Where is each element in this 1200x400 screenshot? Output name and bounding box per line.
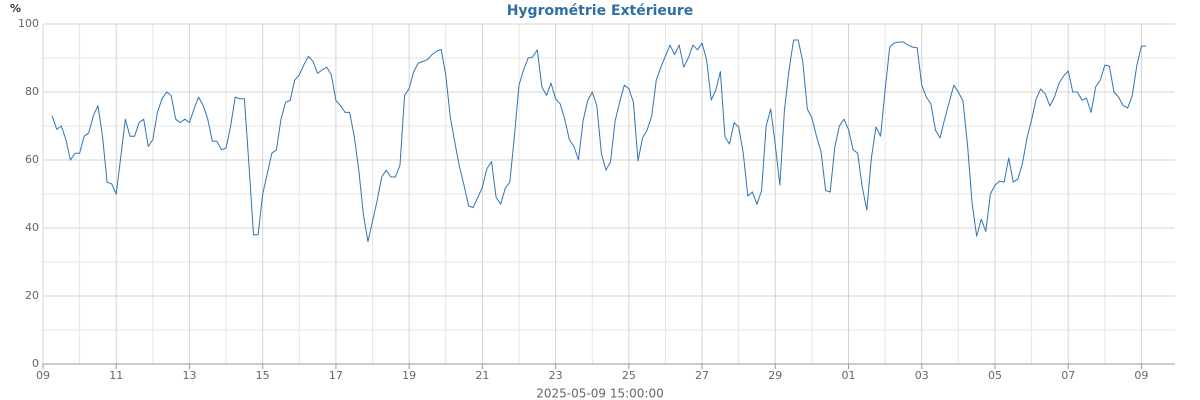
y-tick-label: 100 — [18, 17, 39, 30]
x-tick-label: 25 — [622, 369, 636, 382]
x-tick-label: 21 — [475, 369, 489, 382]
y-tick-label: 40 — [25, 221, 39, 234]
x-tick-label: 15 — [256, 369, 270, 382]
y-axis-label: % — [10, 2, 21, 15]
y-tick-label: 60 — [25, 153, 39, 166]
x-tick-label: 09 — [36, 369, 50, 382]
x-tick-label: 09 — [1134, 369, 1148, 382]
x-tick-label: 11 — [109, 369, 123, 382]
x-axis-label: 2025-05-09 15:00:00 — [536, 387, 663, 400]
x-tick-label: 01 — [842, 369, 856, 382]
data-line — [51, 39, 1147, 243]
x-tick-label: 23 — [549, 369, 563, 382]
x-tick-label: 03 — [915, 369, 929, 382]
x-tick-label: 13 — [182, 369, 196, 382]
x-tick-label: 05 — [988, 369, 1002, 382]
x-tick-label: 19 — [402, 369, 416, 382]
x-tick-label: 17 — [329, 369, 343, 382]
x-tick-label: 27 — [695, 369, 709, 382]
y-tick-label: 0 — [32, 357, 39, 370]
y-tick-label: 20 — [25, 289, 39, 302]
x-tick-label: 29 — [768, 369, 782, 382]
chart-title: Hygrométrie Extérieure — [507, 3, 694, 19]
y-tick-label: 80 — [25, 85, 39, 98]
x-tick-label: 07 — [1061, 369, 1075, 382]
